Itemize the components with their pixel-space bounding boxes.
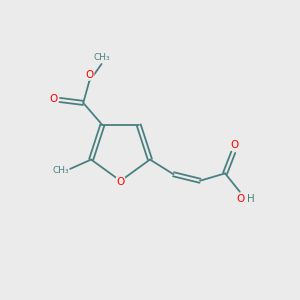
Text: CH₃: CH₃ — [94, 53, 110, 62]
Text: O: O — [116, 177, 125, 188]
Text: O: O — [85, 70, 94, 80]
Text: O: O — [236, 194, 244, 204]
Text: O: O — [231, 140, 239, 150]
Text: H: H — [247, 194, 255, 204]
Text: O: O — [49, 94, 57, 104]
Text: CH₃: CH₃ — [52, 166, 69, 175]
